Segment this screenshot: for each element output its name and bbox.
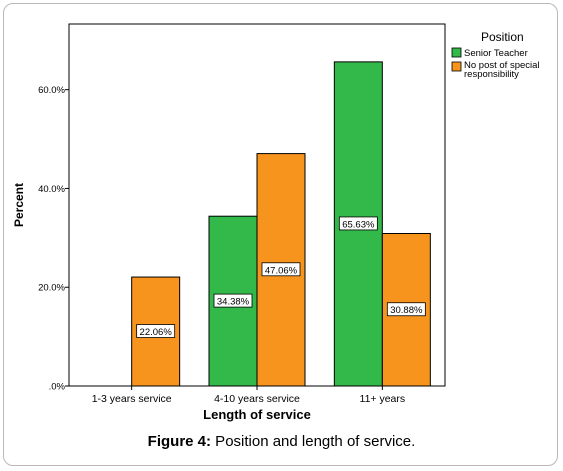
- y-tick-label: .0%: [49, 382, 66, 393]
- y-tick-label: 60.0%: [38, 85, 65, 96]
- bar-chart: .0% 20.0% 40.0% 60.0% Percent Length of servi…: [12, 23, 540, 422]
- legend-label: Senior Teacher: [464, 48, 528, 59]
- x-tick-label: 4-10 years service: [214, 393, 300, 405]
- data-label: 34.38%: [217, 297, 250, 308]
- figure-caption: Figure 4: Position and length of service…: [0, 433, 563, 450]
- legend-swatch: [451, 61, 462, 72]
- y-axis-title: Percent: [12, 183, 26, 227]
- data-label: 47.06%: [265, 265, 298, 276]
- legend-label-line1: No post of special: [464, 60, 540, 71]
- data-label-box: [213, 293, 253, 308]
- data-label-box: [338, 216, 378, 231]
- data-label: 30.88%: [390, 305, 423, 316]
- x-tick-label: 1-3 years service: [92, 393, 172, 405]
- data-label-box: [136, 324, 176, 338]
- y-tick-label: 20.0%: [38, 283, 65, 294]
- legend-swatch: [451, 47, 462, 58]
- legend-label-line2: responsibility: [464, 69, 519, 80]
- data-label-box: [261, 262, 301, 277]
- x-tick-label: 11+ years: [360, 393, 406, 405]
- caption-prefix: Figure 4:: [147, 433, 212, 450]
- y-tick-label: 40.0%: [38, 184, 65, 195]
- caption-text: Position and length of service.: [211, 433, 416, 450]
- legend-title: Position: [481, 30, 524, 44]
- data-label-box: [386, 302, 426, 317]
- data-label: 22.06%: [140, 327, 173, 338]
- x-axis-title: Length of service: [203, 407, 311, 422]
- data-label: 65.63%: [342, 219, 375, 230]
